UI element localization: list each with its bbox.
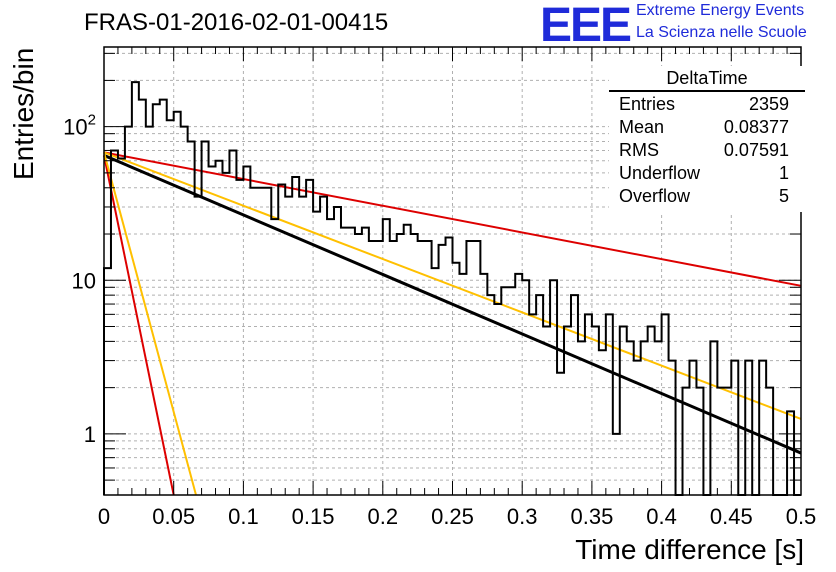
- histogram: [103, 81, 801, 496]
- axis-ticks: 0 0.05 0.1 0.15 0.2 0.25 0.3 0.35 0.4 0.45 0.5 1 10 1…: [63, 47, 816, 529]
- x-tick-label: 0.45: [710, 504, 753, 529]
- eee-logo: EEE: [540, 0, 632, 52]
- stats-label: RMS: [619, 140, 659, 160]
- logo-line-2: La Scienza nelle Scuole: [636, 24, 807, 41]
- x-tick-label: 0.15: [292, 504, 335, 529]
- x-tick-label: 0.5: [786, 504, 817, 529]
- fit-line: [103, 152, 197, 496]
- x-tick-label: 0.3: [507, 504, 538, 529]
- x-tick-label: 0.35: [570, 504, 613, 529]
- x-tick-label: 0.25: [431, 504, 474, 529]
- fit-line: [103, 154, 802, 455]
- fit-line: [103, 151, 802, 287]
- stats-label: Mean: [619, 117, 665, 137]
- y-tick-label: 10: [72, 268, 96, 293]
- stats-title: DeltaTime: [666, 68, 748, 88]
- y-tick-label: 1: [84, 422, 96, 447]
- stats-label: Entries: [619, 94, 676, 114]
- stats-divider: [609, 90, 805, 92]
- stats-box: DeltaTime Entries 2359 Mean 0.08377 RMS …: [609, 66, 805, 212]
- stats-row-mean: Mean 0.08377: [619, 117, 789, 138]
- logo-line-1: Extreme Energy Events: [636, 2, 805, 19]
- run-title: FRAS-01-2016-02-01-00415: [84, 9, 389, 36]
- fit-lines: [103, 151, 802, 496]
- y-axis-label: Entries/bin: [8, 47, 39, 180]
- histogram-outline: [103, 81, 801, 496]
- stats-row-entries: Entries 2359: [619, 94, 789, 115]
- x-tick-label: 0: [98, 504, 110, 529]
- fit-line: [103, 155, 175, 496]
- stats-value: 0.07591: [723, 140, 789, 160]
- x-tick-label: 0.05: [152, 504, 195, 529]
- y-tick-label: 102: [63, 112, 96, 140]
- stats-value: 1: [778, 163, 789, 183]
- stats-label: Underflow: [619, 163, 701, 183]
- stats-value: 0.08377: [723, 117, 789, 137]
- stats-row-overflow: Overflow 5: [619, 186, 789, 207]
- stats-value: 2359: [748, 94, 789, 114]
- x-tick-label: 0.2: [368, 504, 399, 529]
- stats-label: Overflow: [619, 186, 691, 206]
- x-axis-label: Time difference [s]: [575, 534, 804, 565]
- stats-value: 5: [778, 186, 789, 206]
- stats-row-underflow: Underflow 1: [619, 163, 789, 184]
- x-tick-label: 0.1: [228, 504, 259, 529]
- fit-line: [103, 151, 802, 420]
- x-tick-label: 0.4: [646, 504, 677, 529]
- stats-row-rms: RMS 0.07591: [619, 140, 789, 161]
